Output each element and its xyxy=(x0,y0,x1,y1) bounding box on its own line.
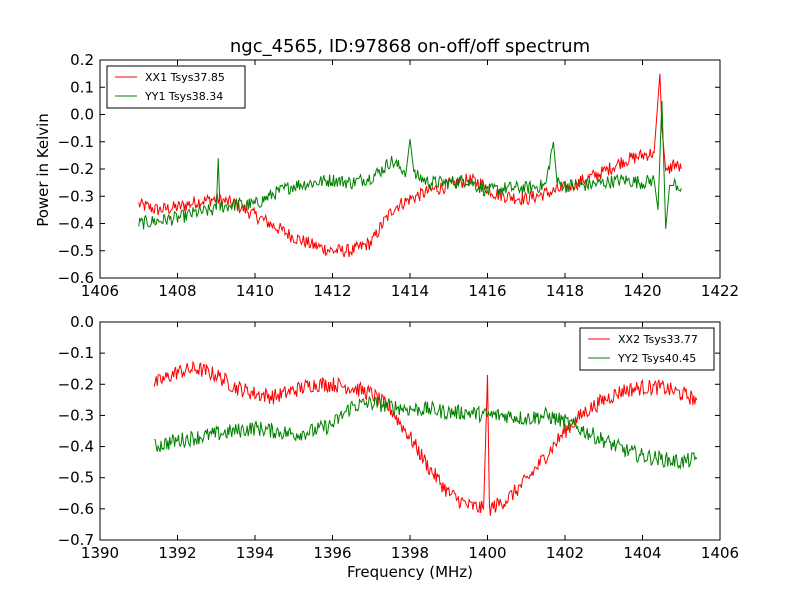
legend-box xyxy=(106,65,246,109)
x-tick-label: 1414 xyxy=(391,282,429,300)
series-line-1 xyxy=(153,360,698,516)
y-tick-label: −0.6 xyxy=(58,269,94,287)
x-tick-label: 1406 xyxy=(701,544,739,562)
figure-title: ngc_4565, ID:97868 on-off/off spectrum xyxy=(230,36,590,57)
legend-label-2: YY2 Tsys40.45 xyxy=(617,352,696,365)
legend-label-1: XX1 Tsys37.85 xyxy=(145,71,225,84)
x-tick-label: 1390 xyxy=(81,544,119,562)
y-tick-label: −0.3 xyxy=(58,187,94,205)
legend-box xyxy=(579,327,715,371)
y-tick-label: −0.5 xyxy=(58,469,94,487)
y-tick-label: −0.1 xyxy=(58,344,94,362)
figure-y-label: Power in Kelvin xyxy=(34,113,52,227)
x-tick-label: 1410 xyxy=(236,282,274,300)
x-tick-label: 1412 xyxy=(313,282,351,300)
x-tick-label: 1396 xyxy=(313,544,351,562)
x-tick-label: 1404 xyxy=(623,544,661,562)
y-tick-label: −0.4 xyxy=(58,438,94,456)
series-line-2 xyxy=(138,100,682,230)
series-line-2 xyxy=(154,395,698,470)
figure-x-label: Frequency (MHz) xyxy=(347,563,473,581)
y-tick-label: −0.4 xyxy=(58,215,94,233)
y-tick-label: −0.3 xyxy=(58,406,94,424)
x-tick-label: 1408 xyxy=(158,282,196,300)
x-tick-label: 1398 xyxy=(391,544,429,562)
y-tick-label: −0.2 xyxy=(58,375,94,393)
legend-label-1: XX2 Tsys33.77 xyxy=(618,333,698,346)
x-tick-label: 1392 xyxy=(158,544,196,562)
y-tick-label: −0.7 xyxy=(58,531,94,549)
bottom-spectrum-panel: 1390 1392 1394 1396 1398 1400 1402 1404 1406 −0.7… xyxy=(58,313,740,562)
top-spectrum-panel: 1406 1408 1410 1412 1414 1416 1418 1420 1422 −0.6… xyxy=(58,51,740,300)
y-tick-label: 0.0 xyxy=(70,106,94,124)
y-tick-label: 0.2 xyxy=(70,51,94,69)
series-line-1 xyxy=(138,73,682,258)
x-tick-label: 1400 xyxy=(468,544,506,562)
x-tick-label: 1394 xyxy=(236,544,274,562)
y-tick-label: 0.1 xyxy=(70,78,94,96)
x-tick-label: 1418 xyxy=(546,282,584,300)
y-tick-label: −0.1 xyxy=(58,133,94,151)
y-tick-label: 0.0 xyxy=(70,313,94,331)
x-tick-label: 1406 xyxy=(81,282,119,300)
y-tick-label: −0.5 xyxy=(58,242,94,260)
x-tick-label: 1422 xyxy=(701,282,739,300)
legend-label-2: YY1 Tsys38.34 xyxy=(144,90,223,103)
x-tick-label: 1402 xyxy=(546,544,584,562)
y-tick-label: −0.2 xyxy=(58,160,94,178)
x-tick-label: 1416 xyxy=(468,282,506,300)
y-tick-label: −0.6 xyxy=(58,500,94,518)
x-tick-label: 1420 xyxy=(623,282,661,300)
